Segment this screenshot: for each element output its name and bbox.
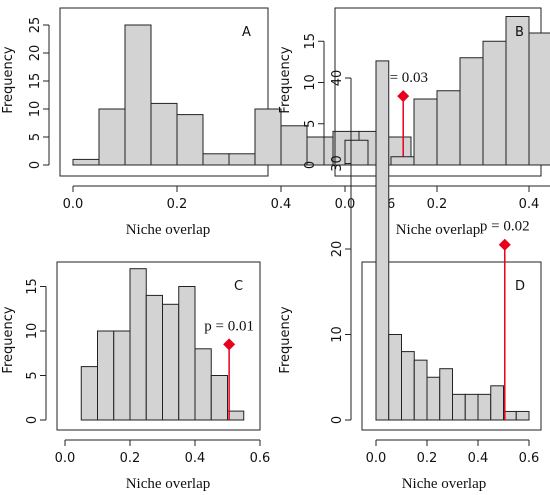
x-tick-label: 0.4 (271, 197, 292, 212)
y-tick-label: 20 (330, 241, 345, 258)
histogram-bar (176, 114, 204, 166)
panel-label: C (234, 279, 243, 294)
plot-frame (59, 7, 269, 177)
y-tick-label: 15 (25, 278, 40, 295)
histogram-bar (515, 410, 530, 421)
y-tick-label: 10 (303, 74, 318, 91)
histogram-bar (150, 102, 178, 166)
histogram-bar (80, 366, 98, 421)
x-tick-label: 0.4 (185, 451, 206, 466)
y-tick-label: 0 (28, 161, 43, 169)
histogram-bar (477, 393, 492, 421)
x-tick-label: 0.6 (519, 451, 540, 466)
histogram-bar (413, 98, 438, 166)
y-tick-label: 30 (330, 155, 345, 172)
y-axis-title: Frequency (278, 306, 293, 373)
x-tick-label: 0.2 (167, 197, 188, 212)
x-tick-label: 0.0 (366, 451, 387, 466)
histogram-bar (375, 60, 390, 421)
y-tick-label: 10 (25, 323, 40, 340)
histogram-bar (390, 156, 415, 166)
y-axis-title: Frequency (1, 46, 16, 113)
y-tick-label: 25 (28, 17, 43, 34)
histogram-bar (439, 368, 453, 421)
x-tick-label: 0.4 (519, 197, 540, 212)
x-axis-title: Niche overlap (402, 476, 487, 492)
y-tick-label: 15 (28, 73, 43, 90)
histogram-bar (72, 158, 100, 166)
panel-label: B (515, 25, 524, 40)
histogram-bar (98, 108, 126, 166)
x-axis-title: Niche overlap (126, 476, 211, 492)
histogram-bar (426, 376, 441, 421)
y-tick-label: 0 (303, 161, 318, 169)
histogram-bar (280, 125, 308, 166)
histogram-bar (528, 32, 550, 166)
histogram-bar (162, 303, 180, 421)
y-tick-label: 5 (28, 133, 43, 141)
histogram-bar (145, 294, 163, 421)
x-tick-label: 0.2 (120, 451, 141, 466)
y-tick-label: 5 (303, 120, 318, 128)
histogram-bar (124, 24, 152, 166)
observed-diamond (498, 238, 511, 251)
histogram-bar (210, 375, 228, 421)
panel-d: 0.0 0.2 0.4 0.6 0 10 20 30 40 Frequency Niche over… (278, 60, 542, 492)
y-tick-label: 0 (25, 416, 40, 424)
panel-label: A (242, 25, 251, 40)
x-tick-label: 0.4 (468, 451, 489, 466)
y-tick-label: 10 (330, 326, 345, 343)
histogram-bar (413, 359, 428, 421)
x-tick-label: 0.0 (63, 197, 84, 212)
observed-diamond (397, 90, 410, 103)
histogram-bar (459, 57, 484, 166)
histogram-bar (97, 330, 115, 421)
plot-frame (56, 261, 261, 431)
y-tick-label: 10 (28, 101, 43, 118)
histogram-bar (129, 268, 147, 421)
histogram-bar (194, 348, 212, 421)
y-tick-label: 15 (303, 33, 318, 50)
y-tick-label: 20 (28, 45, 43, 62)
histogram-bar (228, 153, 256, 166)
x-axis-title: Niche overlap (126, 222, 211, 238)
histogram-bar (388, 334, 402, 421)
histogram-bar (464, 393, 479, 421)
x-tick-label: 0.0 (335, 197, 356, 212)
p-value-label: p = 0.03 (378, 70, 428, 86)
y-axis-title: Frequency (278, 46, 293, 113)
panel-c: 0.0 0.2 0.4 0.6 0 5 10 15 Frequency Niche overlap… (1, 261, 271, 492)
y-tick-label: 40 (330, 70, 345, 87)
observed-diamond (223, 338, 236, 351)
p-value-label: p = 0.01 (204, 318, 254, 334)
histogram-bar (401, 351, 415, 421)
x-tick-label: 0.6 (250, 451, 271, 466)
histogram-bar (452, 393, 466, 421)
x-axis-title: Niche overlap (396, 222, 481, 238)
histogram-bar (227, 410, 245, 421)
plot-frame (361, 261, 542, 431)
x-tick-label: 0.2 (417, 451, 438, 466)
histogram-bar (178, 286, 196, 421)
y-tick-label: 5 (25, 371, 40, 379)
y-tick-label: 0 (330, 416, 345, 424)
histogram-bar (254, 108, 282, 166)
panel-a: 0.00.20.40.60510152025FrequencyNiche ove… (1, 7, 428, 238)
histogram-bar (113, 330, 131, 421)
p-value-label: p = 0.02 (480, 219, 530, 235)
histogram-bar (490, 385, 504, 421)
x-tick-label: 0.0 (55, 451, 76, 466)
histogram-bar (482, 40, 507, 166)
y-axis-title: Frequency (1, 306, 16, 373)
histogram-bar (344, 139, 369, 166)
x-tick-label: 0.2 (427, 197, 448, 212)
panel-label: D (515, 279, 525, 294)
histogram-bar (436, 90, 461, 166)
histogram-bar (202, 153, 230, 166)
